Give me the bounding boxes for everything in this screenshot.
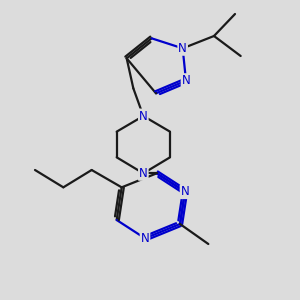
Text: N: N (139, 110, 148, 122)
Text: N: N (182, 74, 190, 87)
Text: N: N (141, 232, 149, 245)
Text: N: N (181, 185, 189, 198)
Text: N: N (178, 42, 187, 55)
Text: N: N (139, 167, 148, 180)
